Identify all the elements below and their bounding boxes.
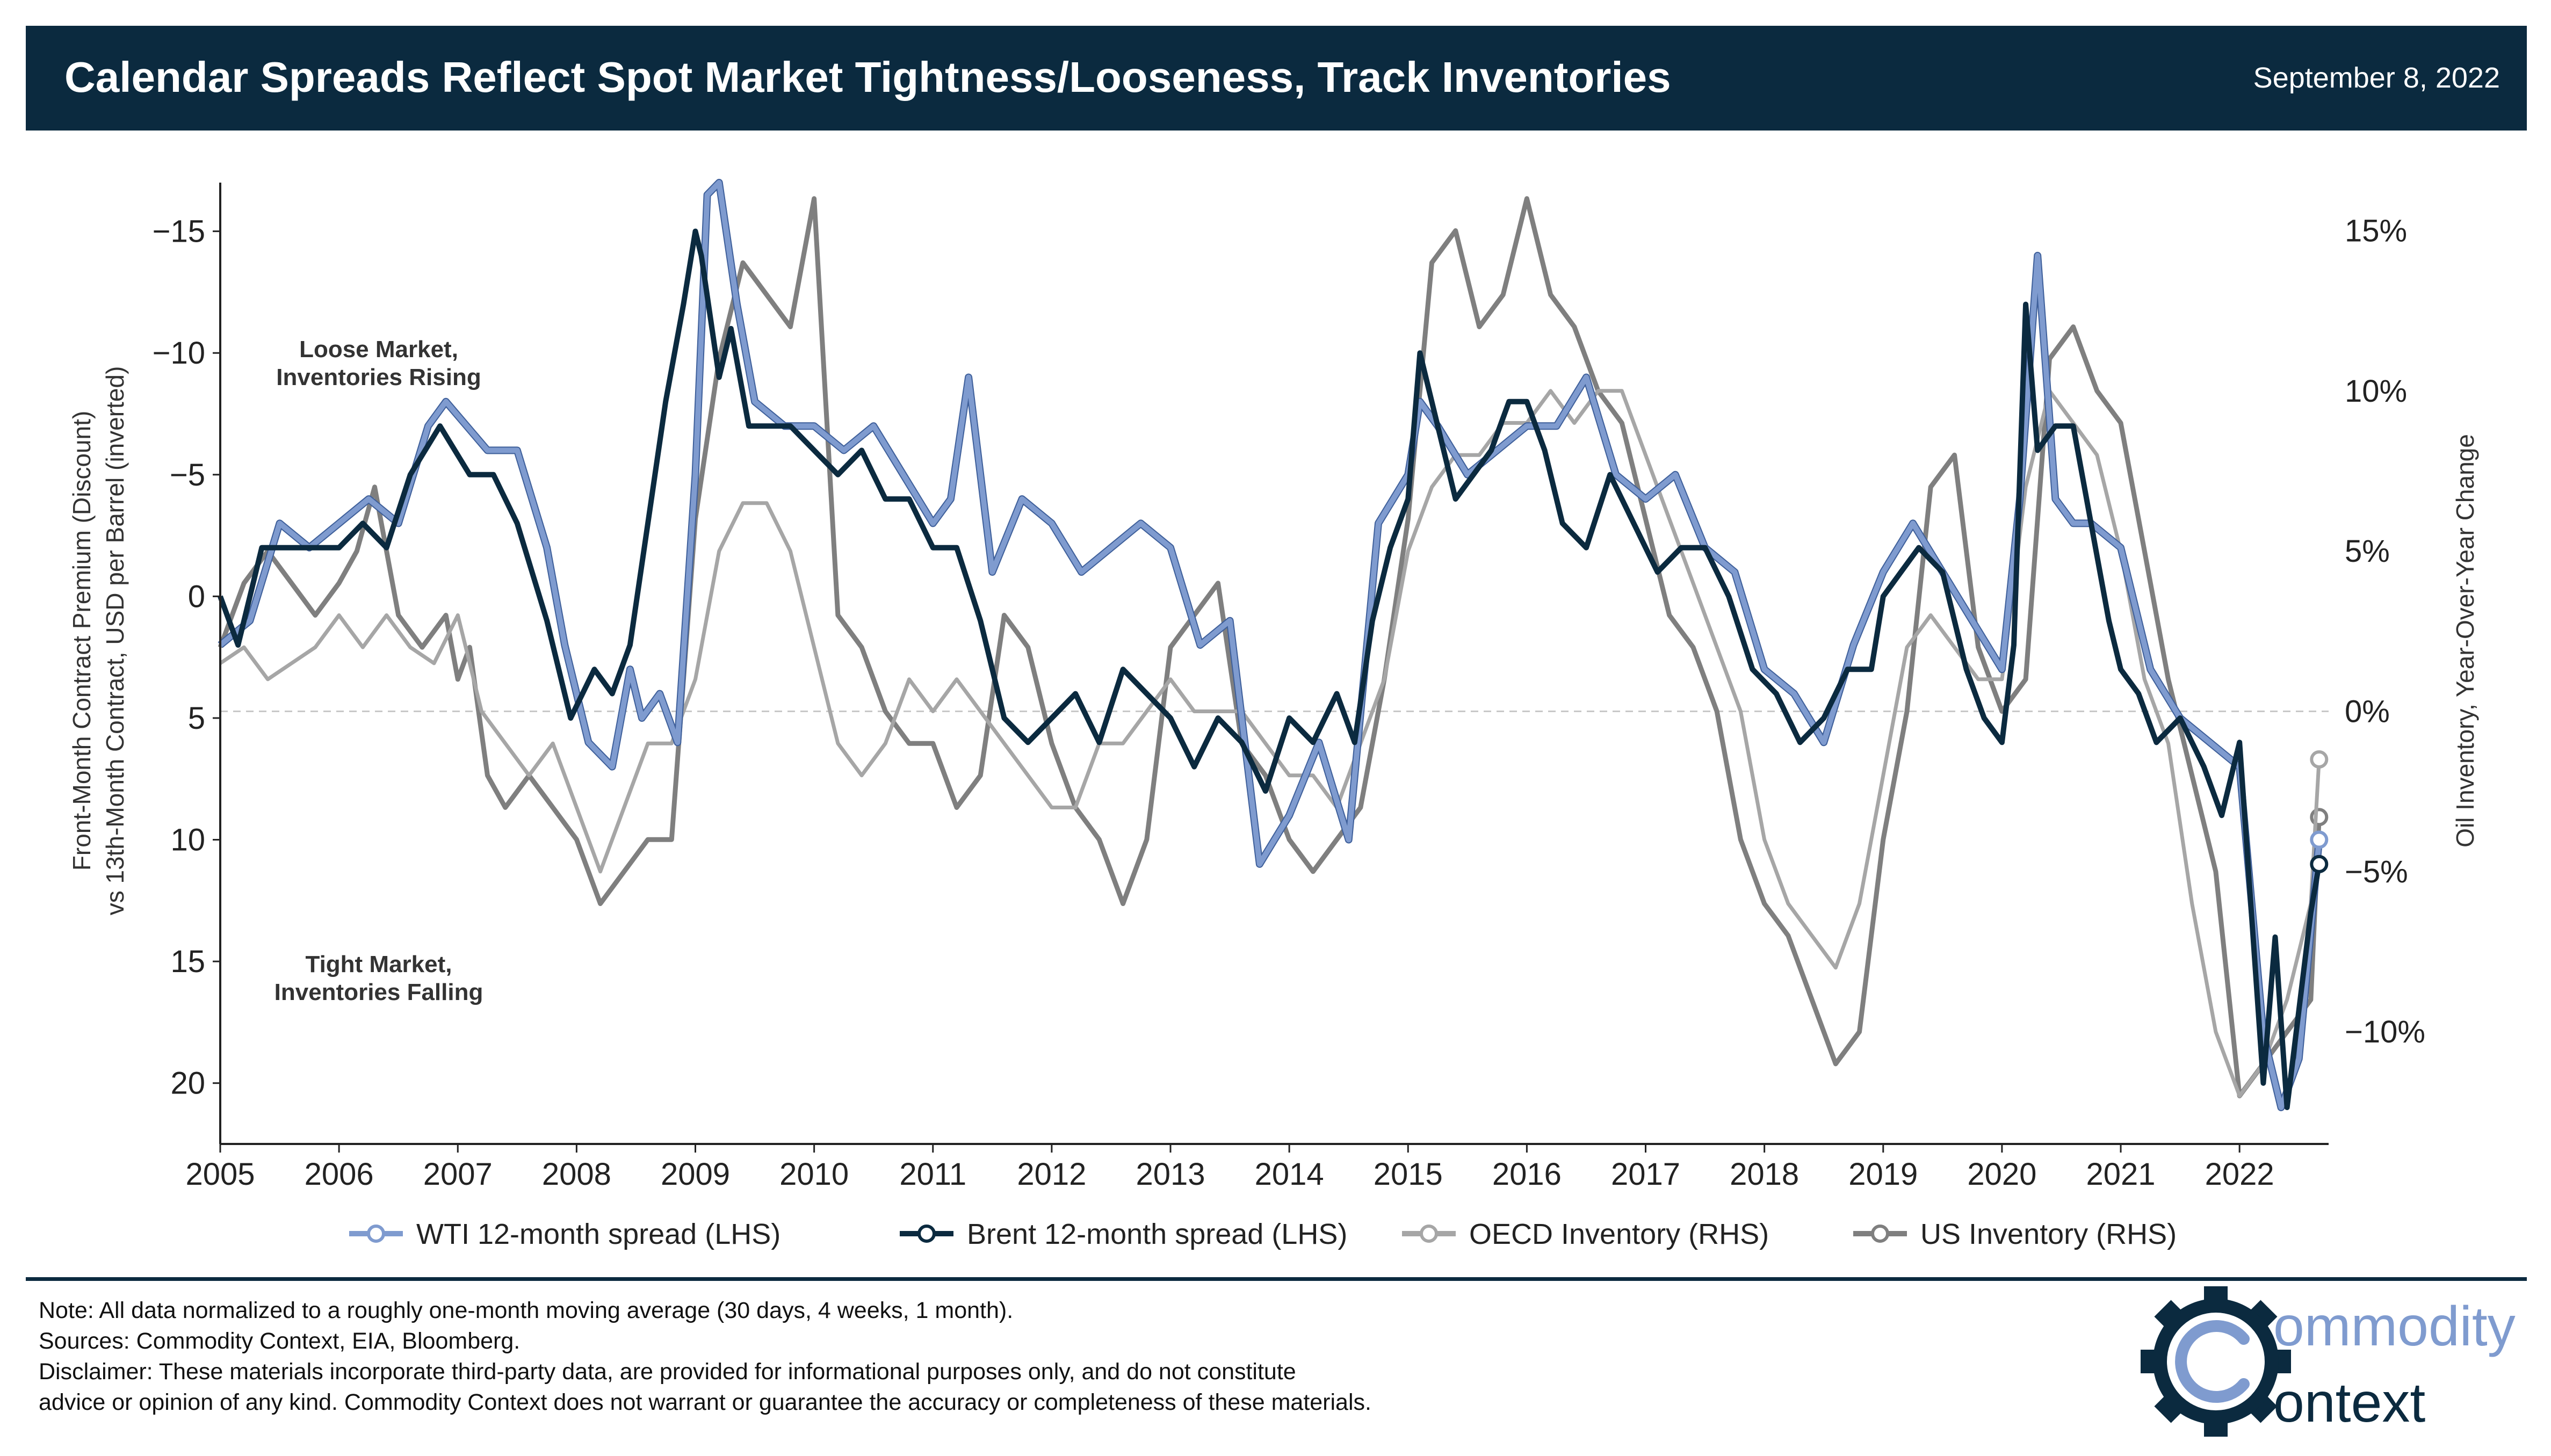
left-axis-tick-label: 5 (188, 701, 205, 736)
footnotes: Note: All data normalized to a roughly o… (39, 1295, 1371, 1418)
right-axis-tick-label: 5% (2345, 534, 2390, 569)
x-axis-tick-label: 2013 (1136, 1157, 1205, 1192)
footnote-sources: Sources: Commodity Context, EIA, Bloombe… (39, 1328, 521, 1354)
series-lines (218, 179, 2329, 1111)
x-axis-tick-label: 2022 (2205, 1157, 2274, 1192)
x-axis-tick-label: 2018 (1730, 1157, 1799, 1192)
x-axis-tick-label: 2007 (423, 1157, 493, 1192)
legend-marker (1871, 1225, 1889, 1243)
right-axis-label: Oil Inventory, Year-Over-Year Change (2451, 434, 2479, 847)
left-axis-tick-label: −10 (153, 336, 205, 371)
gear-icon (2141, 1286, 2291, 1437)
left-axis-tick-label: −5 (170, 458, 205, 492)
legend-marker (367, 1225, 385, 1243)
loose-market-annotation-line2: Inventories Rising (276, 364, 481, 390)
legend-label: OECD Inventory (RHS) (1469, 1218, 1769, 1250)
legend-item: Brent 12-month spread (LHS) (900, 1218, 1347, 1250)
legend-label: Brent 12-month spread (LHS) (967, 1218, 1347, 1250)
x-axis-tick-label: 2015 (1374, 1157, 1443, 1192)
right-axis-tick-label: −5% (2345, 854, 2408, 889)
left-axis-label-line1: Front-Month Contract Premium (Discount) (68, 411, 96, 871)
right-axis-tick-label: −10% (2345, 1015, 2425, 1049)
report-date: September 8, 2022 (2253, 62, 2500, 94)
x-axis-tick-label: 2020 (1967, 1157, 2036, 1192)
axes: −15 −10 −5 0 5 10 15 20 15% 10% 5% 0% −5% −10% 2005 200… (153, 183, 2425, 1192)
page-title: Calendar Spreads Reflect Spot Market Tig… (64, 53, 1671, 101)
footnote-note: Note: All data normalized to a roughly o… (39, 1298, 1014, 1323)
tight-market-annotation-line2: Inventories Falling (274, 979, 483, 1005)
x-axis-tick-label: 2019 (1848, 1157, 1918, 1192)
tight-market-annotation-line1: Tight Market, (305, 951, 452, 977)
right-axis-tick-label: 10% (2345, 374, 2407, 409)
legend-label: US Inventory (RHS) (1920, 1218, 2177, 1250)
footnote-disclaimer-line2: advice or opinion of any kind. Commodity… (39, 1389, 1371, 1415)
brent-endpoint-marker (2310, 854, 2329, 873)
x-axis-tick-label: 2009 (661, 1157, 730, 1192)
left-axis-tick-label: 15 (170, 944, 205, 979)
x-axis-tick-label: 2005 (185, 1157, 255, 1192)
chart-legend: WTI 12-month spread (LHS) Brent 12-month … (349, 1218, 2177, 1250)
x-axis-tick-label: 2011 (899, 1157, 966, 1192)
wti-series-line (218, 180, 2322, 1110)
legend-label: WTI 12-month spread (LHS) (416, 1218, 781, 1250)
legend-item: OECD Inventory (RHS) (1402, 1218, 1769, 1250)
header-banner: Calendar Spreads Reflect Spot Market Tig… (26, 26, 2527, 131)
us-series-line (218, 196, 2322, 1098)
footnote-disclaimer-line1: Disclaimer: These materials incorporate … (39, 1359, 1296, 1385)
logo-text-line2: ontext (2273, 1372, 2425, 1434)
x-axis-tick-label: 2010 (779, 1157, 849, 1192)
left-axis-label-line2: vs 13th-Month Contract, USD per Barrel (… (101, 366, 129, 916)
x-axis-tick-label: 2012 (1017, 1157, 1086, 1192)
legend-item: WTI 12-month spread (LHS) (349, 1218, 781, 1250)
x-axis-tick-label: 2017 (1611, 1157, 1680, 1192)
x-axis-tick-label: 2006 (305, 1157, 374, 1192)
left-axis-tick-label: 20 (170, 1066, 205, 1101)
left-axis-tick-label: 0 (188, 579, 205, 614)
x-axis-tick-label: 2014 (1255, 1157, 1324, 1192)
logo-text-line1: ommodity (2273, 1295, 2516, 1358)
legend-marker (917, 1225, 936, 1243)
brent-series-line (218, 228, 2322, 1110)
left-axis-tick-label: 10 (170, 823, 205, 858)
x-axis-tick-label: 2021 (2086, 1157, 2156, 1192)
commodity-context-logo: ommodity ontext (2141, 1286, 2516, 1437)
right-axis-tick-label: 0% (2345, 694, 2390, 729)
loose-market-annotation-line1: Loose Market, (299, 336, 458, 363)
legend-item: US Inventory (RHS) (1853, 1218, 2177, 1250)
x-axis-tick-label: 2008 (542, 1157, 611, 1192)
wti-endpoint-marker (2310, 830, 2329, 849)
legend-marker (1420, 1225, 1438, 1243)
x-axis-tick-label: 2016 (1492, 1157, 1562, 1192)
right-axis-tick-label: 15% (2345, 214, 2407, 249)
oecd-endpoint-marker (2310, 750, 2329, 769)
left-axis-tick-label: −15 (153, 214, 205, 249)
footer-divider (26, 1277, 2527, 1281)
